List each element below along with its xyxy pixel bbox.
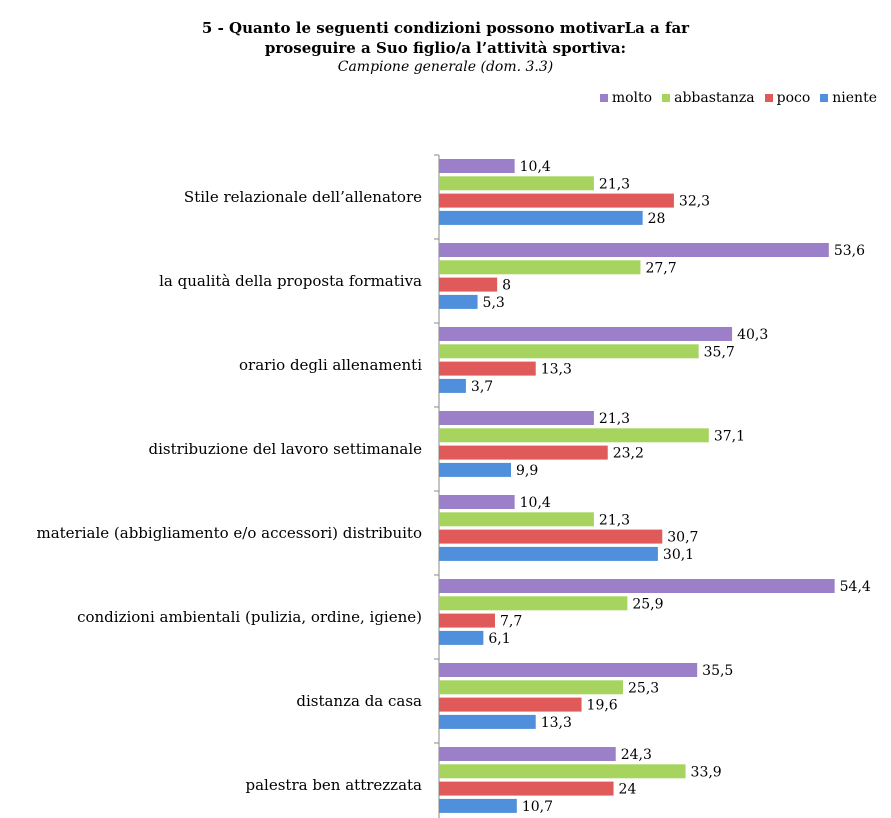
bar-niente [439, 630, 484, 645]
category-label: orario degli allenamenti [239, 356, 422, 374]
bar-abbastanza [439, 260, 641, 275]
bar-molto [439, 159, 515, 173]
bar-poco [439, 529, 663, 544]
category-label: materiale (abbigliamento e/o accessori) … [36, 524, 422, 542]
data-label-abbastanza: 21,3 [599, 176, 630, 192]
bar-niente [439, 462, 511, 477]
category-label: distribuzione del lavoro settimanale [148, 440, 422, 458]
data-label-niente: 28 [648, 211, 666, 227]
legend-swatch-molto [599, 94, 608, 102]
legend-item-poco: poco [764, 90, 811, 106]
data-label-abbastanza: 35,7 [704, 344, 735, 360]
data-label-molto: 40,3 [737, 327, 768, 343]
bar-molto [439, 327, 733, 341]
category-label: la qualità della proposta formativa [159, 272, 422, 290]
chart-title-line2: proseguire a Suo figlio/a l’attività spo… [264, 39, 627, 57]
data-label-abbastanza: 37,1 [714, 428, 745, 444]
bar-poco [439, 613, 495, 628]
data-label-abbastanza: 27,7 [645, 260, 676, 276]
bar-niente [439, 546, 658, 561]
data-label-molto: 54,4 [840, 579, 871, 595]
data-label-poco: 24 [619, 782, 637, 798]
bar-poco [439, 361, 536, 376]
bar-molto [439, 579, 835, 593]
bar-niente [439, 294, 478, 309]
category-label: distanza da casa [296, 692, 422, 710]
data-label-poco: 23,2 [613, 446, 644, 462]
data-label-niente: 3,7 [471, 379, 493, 395]
category-label: palestra ben attrezzata [246, 776, 423, 794]
bar-abbastanza [439, 680, 623, 695]
legend-swatch-niente [820, 94, 829, 102]
chart-title-block: 5 - Quanto le seguenti condizioni posson… [0, 18, 891, 76]
data-label-poco: 13,3 [541, 362, 572, 378]
data-label-molto: 10,4 [520, 159, 551, 175]
legend-item-niente: niente [820, 90, 877, 106]
data-label-abbastanza: 21,3 [599, 512, 630, 528]
legend-label-niente: niente [832, 90, 877, 106]
data-label-molto: 21,3 [599, 411, 630, 427]
bar-molto [439, 411, 594, 425]
data-label-poco: 32,3 [679, 194, 710, 210]
bar-abbastanza [439, 512, 594, 527]
data-label-niente: 13,3 [541, 715, 572, 731]
bar-molto [439, 495, 515, 509]
data-label-molto: 35,5 [702, 663, 733, 679]
legend-swatch-abbastanza [662, 94, 671, 102]
data-label-poco: 30,7 [667, 530, 698, 546]
bar-poco [439, 697, 582, 712]
data-label-niente: 5,3 [483, 295, 505, 311]
data-label-poco: 19,6 [587, 698, 618, 714]
category-label: condizioni ambientali (pulizia, ordine, … [77, 608, 422, 626]
legend-label-molto: molto [611, 90, 653, 106]
bar-niente [439, 714, 536, 729]
chart-subtitle: Campione generale (dom. 3.3) [337, 59, 554, 75]
bar-poco [439, 277, 498, 292]
category-label: Stile relazionale dell’allenatore [184, 188, 422, 206]
data-label-poco: 7,7 [500, 614, 522, 630]
data-label-abbastanza: 33,9 [691, 764, 722, 780]
data-label-niente: 6,1 [488, 631, 510, 647]
bar-abbastanza [439, 764, 686, 779]
legend-label-abbastanza: abbastanza [674, 90, 755, 106]
data-label-niente: 30,1 [663, 547, 694, 563]
bar-molto [439, 747, 616, 761]
bar-molto [439, 243, 829, 257]
legend-swatch-poco [764, 94, 773, 102]
bar-molto [439, 663, 698, 677]
data-label-niente: 9,9 [516, 463, 538, 479]
data-label-molto: 24,3 [621, 747, 652, 763]
data-label-abbastanza: 25,3 [628, 680, 659, 696]
data-label-molto: 53,6 [834, 243, 865, 259]
data-label-poco: 8 [502, 278, 511, 294]
data-label-abbastanza: 25,9 [632, 596, 663, 612]
bar-poco [439, 781, 614, 796]
bar-abbastanza [439, 176, 594, 191]
bar-abbastanza [439, 344, 699, 359]
legend-label-poco: poco [776, 90, 811, 106]
bar-niente [439, 210, 643, 225]
bar-niente [439, 798, 517, 813]
chart-title-line1: 5 - Quanto le seguenti condizioni posson… [201, 19, 690, 37]
chart-legend: molto abbastanza poco niente [599, 90, 877, 106]
data-label-molto: 10,4 [520, 495, 551, 511]
bar-poco [439, 445, 608, 460]
data-label-niente: 10,7 [522, 799, 553, 815]
legend-item-molto: molto [599, 90, 653, 106]
bar-niente [439, 378, 466, 393]
legend-item-abbastanza: abbastanza [662, 90, 755, 106]
bar-poco [439, 193, 674, 208]
bar-abbastanza [439, 596, 628, 611]
bar-abbastanza [439, 428, 709, 443]
